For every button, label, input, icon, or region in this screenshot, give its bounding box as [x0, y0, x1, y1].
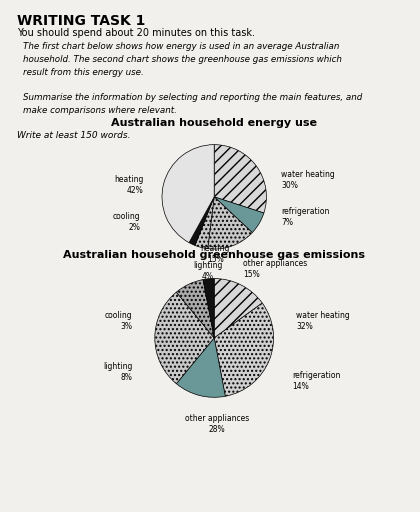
Wedge shape	[203, 279, 214, 338]
Text: heating
15%: heating 15%	[201, 244, 230, 264]
Wedge shape	[214, 145, 266, 213]
Text: other appliances
15%: other appliances 15%	[243, 259, 307, 279]
Text: WRITING TASK 1: WRITING TASK 1	[17, 14, 145, 28]
Wedge shape	[214, 279, 262, 338]
Text: lighting
4%: lighting 4%	[193, 261, 223, 281]
Wedge shape	[176, 280, 214, 338]
Title: Australian household energy use: Australian household energy use	[111, 118, 317, 128]
Text: cooling
2%: cooling 2%	[113, 212, 140, 232]
Text: water heating
30%: water heating 30%	[281, 170, 335, 190]
Text: heating
42%: heating 42%	[114, 175, 144, 196]
Text: other appliances
28%: other appliances 28%	[185, 414, 249, 434]
Wedge shape	[195, 197, 214, 249]
Text: cooling
3%: cooling 3%	[105, 311, 132, 331]
Wedge shape	[214, 197, 264, 232]
Wedge shape	[176, 338, 225, 397]
Text: refrigeration
14%: refrigeration 14%	[293, 371, 341, 391]
Text: Write at least 150 words.: Write at least 150 words.	[17, 131, 130, 140]
Wedge shape	[189, 197, 214, 245]
Wedge shape	[207, 197, 252, 249]
Text: refrigeration
7%: refrigeration 7%	[281, 207, 329, 227]
Title: Australian household greenhouse gas emissions: Australian household greenhouse gas emis…	[63, 250, 365, 260]
Text: lighting
8%: lighting 8%	[103, 362, 132, 382]
Text: You should spend about 20 minutes on this task.: You should spend about 20 minutes on thi…	[17, 28, 255, 38]
Text: The first chart below shows how energy is used in an average Australian
househol: The first chart below shows how energy i…	[23, 42, 362, 115]
Wedge shape	[162, 145, 214, 243]
Wedge shape	[214, 303, 273, 396]
Wedge shape	[155, 292, 214, 383]
Text: water heating
32%: water heating 32%	[296, 311, 350, 331]
